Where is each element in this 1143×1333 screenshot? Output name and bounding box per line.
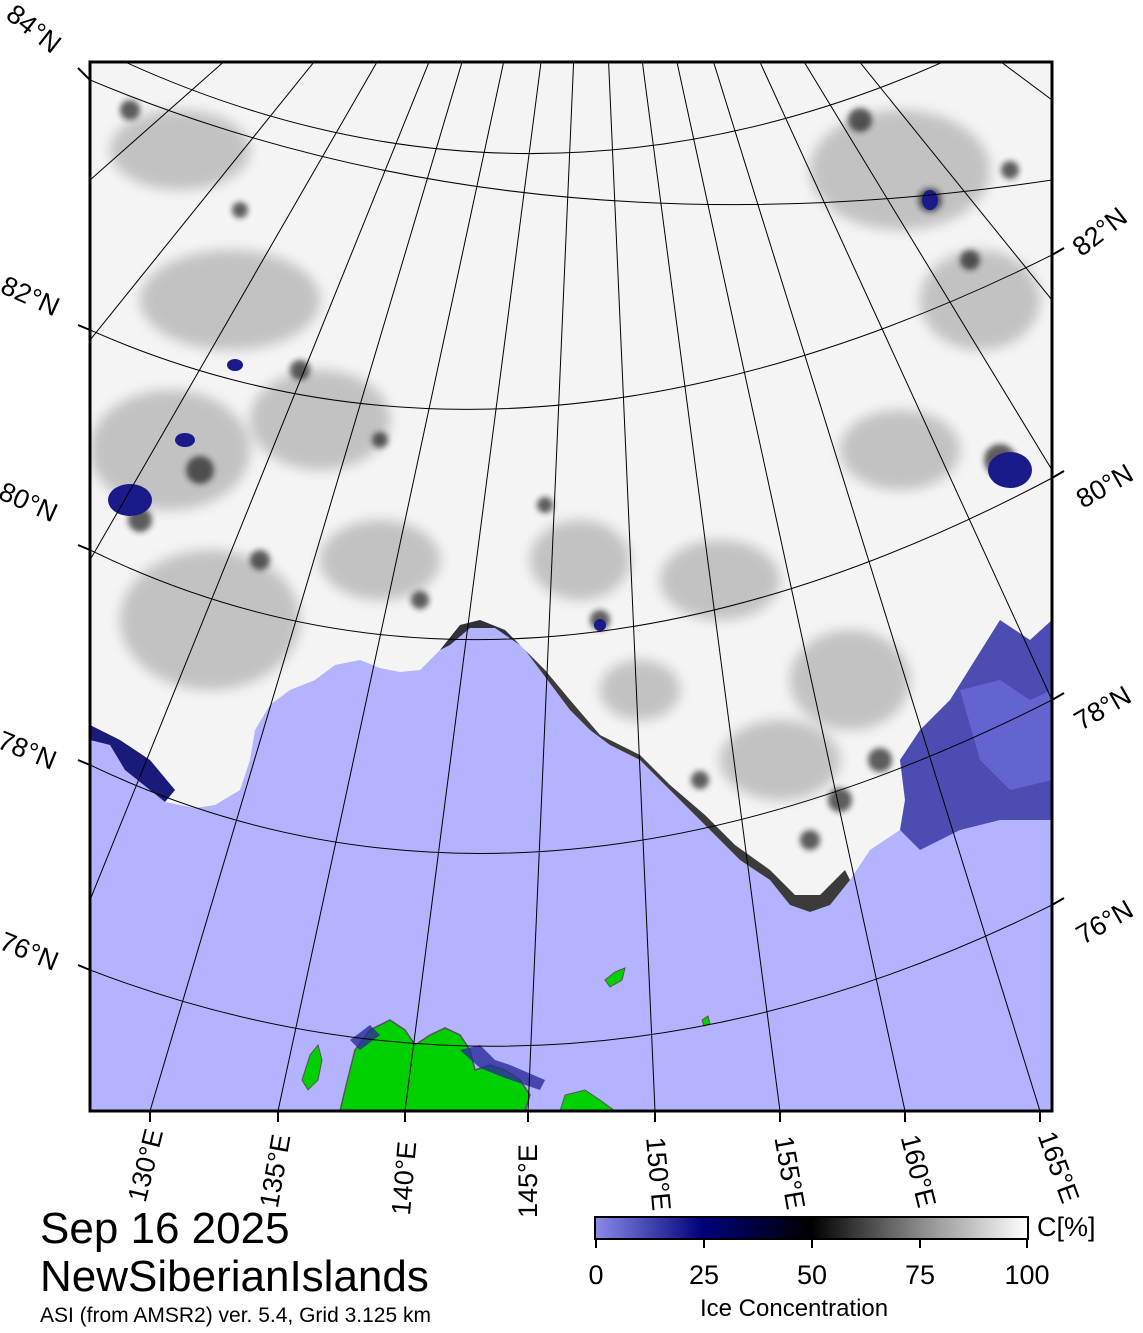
coastal-ice	[350, 1025, 545, 1090]
latitude-lines	[90, 62, 1052, 1047]
land-masses	[301, 967, 711, 1111]
source-subtitle: ASI (from AMSR2) ver. 5.4, Grid 3.125 km	[40, 1304, 431, 1327]
colorbar-ticks	[595, 1239, 1028, 1248]
colorbar-tick-25: 25	[688, 1260, 720, 1290]
colorbar-tick-50: 50	[796, 1260, 828, 1290]
map-frame	[88, 60, 1054, 1113]
ice-texture	[90, 110, 1040, 800]
colorbar-tick-100: 100	[1004, 1260, 1050, 1290]
colorbar	[594, 1216, 1029, 1240]
colorbar-title: Ice Concentration	[700, 1295, 889, 1322]
longitude-lines	[90, 62, 1052, 1111]
colorbar-tick-0: 0	[588, 1260, 604, 1290]
colorbar-unit: C[%]	[1037, 1212, 1096, 1242]
date-title: Sep 16 2025	[40, 1204, 290, 1253]
island-west	[301, 1043, 323, 1091]
island-south-east	[559, 1089, 616, 1111]
lon-label-140: 140°E	[386, 1140, 423, 1217]
ice-edge-west	[90, 725, 175, 802]
ice-blue-patches	[108, 190, 1032, 631]
lon-label-145: 145°E	[513, 1144, 543, 1218]
lon-label-150: 150°E	[640, 1135, 677, 1213]
region-title: NewSiberianIslands	[40, 1252, 429, 1301]
island-small-1	[604, 967, 626, 988]
colorbar-tick-75: 75	[904, 1260, 936, 1290]
axis-ticks	[77, 67, 1065, 1122]
ice-edge-east-light	[960, 680, 1052, 790]
